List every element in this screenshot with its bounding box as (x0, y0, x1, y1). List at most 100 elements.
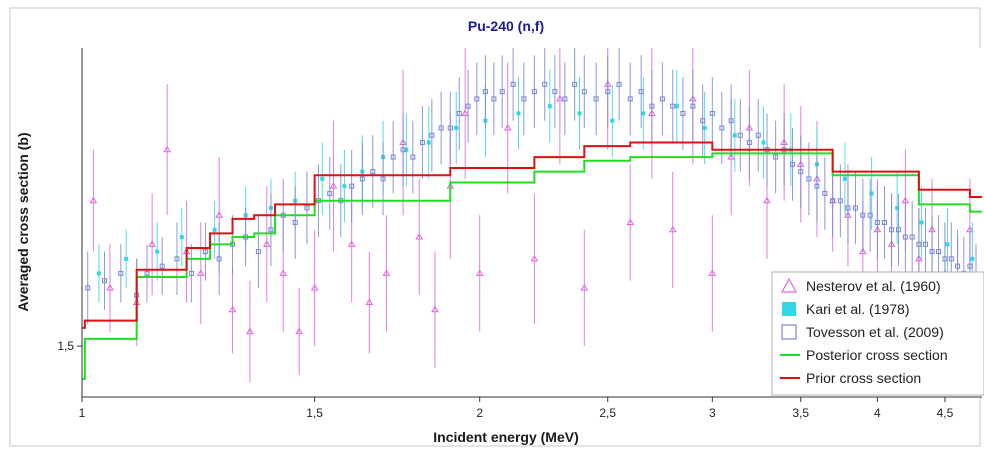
data-point (400, 147, 406, 153)
x-tick-label: 2 (476, 406, 483, 420)
data-point (215, 211, 224, 218)
data-point (674, 104, 679, 109)
data-point (556, 94, 564, 102)
data-point (118, 270, 124, 276)
data-point (96, 271, 101, 276)
data-point (499, 89, 505, 95)
data-point (465, 103, 471, 109)
data-point (359, 176, 365, 182)
data-point (174, 256, 180, 262)
data-point (426, 140, 431, 145)
data-point (626, 218, 635, 225)
data-point (404, 147, 409, 152)
data-point (732, 133, 737, 138)
data-point (709, 110, 715, 116)
data-point (702, 125, 707, 130)
data-point (814, 183, 820, 189)
data-point (503, 124, 512, 131)
data-point (970, 256, 975, 261)
data-point (746, 140, 752, 146)
data-point (255, 249, 261, 255)
data-point (670, 103, 676, 109)
data-point (580, 283, 589, 291)
data-point (438, 125, 444, 131)
data-point (719, 125, 725, 131)
data-point (310, 283, 319, 291)
legend-box (771, 271, 984, 396)
data-point (212, 227, 217, 232)
data-point (845, 205, 851, 211)
data-point (806, 176, 812, 182)
data-point (547, 104, 552, 109)
data-point (755, 132, 761, 138)
data-point (882, 220, 888, 225)
data-point (124, 256, 129, 261)
data-point (923, 241, 929, 247)
data-point (304, 205, 310, 211)
data-point (761, 140, 766, 145)
x-tick-label: 4,5 (937, 406, 954, 420)
data-point (155, 249, 160, 254)
data-point (659, 96, 665, 102)
x-axis-label: Incident energy (MeV) (433, 429, 578, 445)
data-point (475, 269, 484, 276)
data-point (327, 190, 333, 196)
data-point (429, 132, 435, 138)
data-point (85, 285, 91, 291)
data-point (858, 247, 867, 255)
data-point (474, 96, 480, 102)
data-point (390, 154, 396, 160)
data-point (572, 81, 578, 87)
data-point (593, 96, 599, 102)
data-point (246, 327, 254, 335)
data-point (936, 249, 942, 255)
data-point (530, 254, 539, 262)
data-point (798, 169, 804, 175)
data-point (728, 118, 734, 124)
data-point (106, 283, 114, 291)
data-point (641, 111, 646, 116)
data-point (295, 327, 304, 335)
data-point (292, 220, 298, 225)
x-tick-label: 1,5 (306, 406, 323, 420)
data-point (790, 161, 796, 167)
data-point (262, 240, 271, 247)
data-point (447, 125, 453, 131)
data-point (102, 278, 108, 284)
chart-title: Pu-240 (n,f) (468, 18, 544, 34)
y-axis-label: Averaged cross section (b) (15, 132, 31, 311)
data-point (163, 145, 172, 153)
x-tick-label: 4 (874, 406, 881, 420)
data-point (159, 263, 165, 269)
data-point (852, 205, 858, 211)
data-point (945, 242, 950, 247)
legend-open-square-icon (781, 324, 797, 340)
data-point (89, 196, 98, 204)
data-point (216, 256, 222, 262)
data-point (196, 269, 205, 276)
legend-label: Prior cross section (806, 370, 921, 386)
data-point (967, 263, 973, 269)
data-point (610, 118, 615, 123)
data-point (902, 234, 908, 240)
data-point (415, 233, 424, 240)
data-point (542, 81, 548, 87)
data-point (419, 140, 425, 146)
data-point (649, 103, 655, 109)
data-point (668, 225, 677, 233)
x-tick-label: 1 (79, 406, 86, 420)
x-ticks: 1 1,5 2 2,5 3 3,5 4 4,5 (79, 397, 954, 420)
prior-step-line (82, 141, 982, 329)
step-lines-layer (82, 141, 982, 380)
data-point (837, 198, 843, 204)
data-point (929, 249, 935, 255)
data-point (349, 183, 355, 189)
data-point (577, 111, 582, 116)
data-point (860, 212, 866, 218)
data-point (516, 111, 521, 116)
data-point (708, 269, 717, 276)
data-point (869, 191, 874, 196)
data-point (627, 96, 633, 102)
